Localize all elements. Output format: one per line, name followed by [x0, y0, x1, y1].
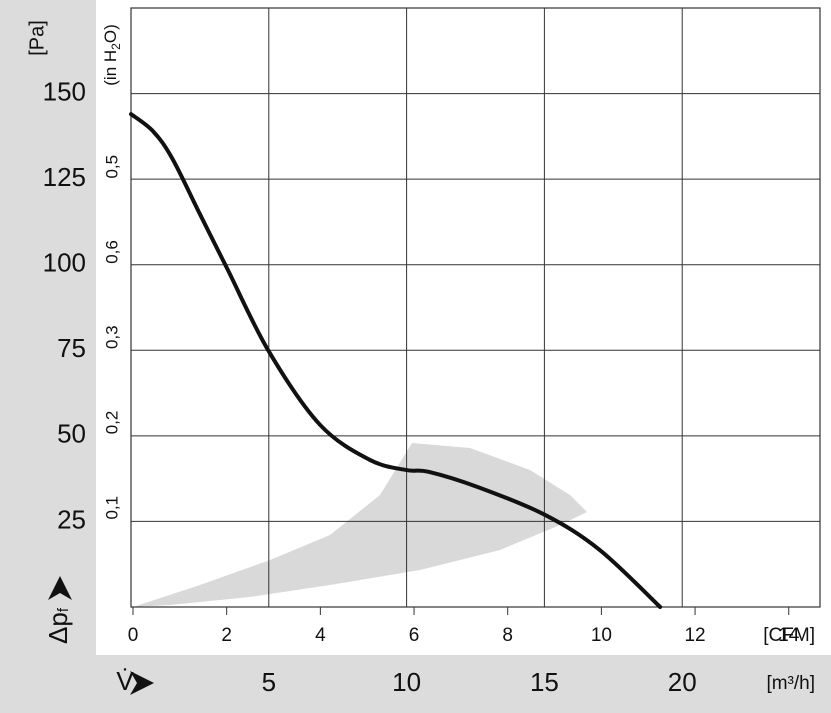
x-symbol: V̇: [116, 666, 134, 696]
y-symbol-main: Δp: [43, 612, 73, 644]
y2-tick-label: 0,5: [102, 155, 121, 179]
x2-tick-label: 14: [778, 625, 800, 646]
x-unit: [m³/h]: [766, 673, 815, 694]
y-tick-label: 100: [43, 248, 86, 278]
y2-tick-label: 0,3: [102, 325, 121, 349]
x-tick-label: 20: [668, 667, 697, 697]
bottom-band: [96, 655, 831, 713]
y-tick-label: 50: [57, 419, 86, 449]
y-arrow: [48, 576, 72, 600]
operating-range: [133, 443, 587, 607]
y-tick-label: 75: [57, 333, 86, 363]
y-symbol: Δpf: [43, 607, 73, 644]
y-tick-label: 150: [43, 76, 86, 106]
x-arrow: [130, 671, 154, 695]
x2-unit: [CFM]: [763, 625, 815, 646]
x2-tick-label: 2: [221, 625, 232, 646]
y-tick-label: 125: [43, 162, 86, 192]
y-unit: [Pa]: [26, 20, 48, 56]
x2-tick-label: 10: [591, 625, 612, 646]
y2-unit: (in H2O): [101, 24, 123, 85]
y2-unit-sub: 2: [109, 43, 123, 50]
y2-tick-label: 0,6: [102, 240, 121, 264]
x-tick-label: 5: [262, 667, 276, 697]
y2-tick-label: 0,1: [102, 496, 121, 520]
y-symbol-sub: f: [55, 607, 72, 612]
y2-unit-part: O): [101, 24, 120, 43]
x2-tick-label: 6: [409, 625, 420, 646]
x-tick-label: 10: [392, 667, 421, 697]
y2-unit-part: (in H: [101, 50, 120, 86]
y2-tick-label: 0,2: [102, 411, 121, 435]
left-band: [0, 0, 96, 713]
y-tick-label: 25: [57, 504, 86, 534]
x2-tick-label: 12: [684, 625, 705, 646]
x-tick-label: 15: [530, 667, 559, 697]
x2-tick-label: 4: [315, 625, 326, 646]
x2-tick-label: 8: [502, 625, 513, 646]
x2-tick-label: 0: [128, 625, 139, 646]
plot-frame: [130, 7, 821, 608]
curve: [129, 112, 663, 609]
